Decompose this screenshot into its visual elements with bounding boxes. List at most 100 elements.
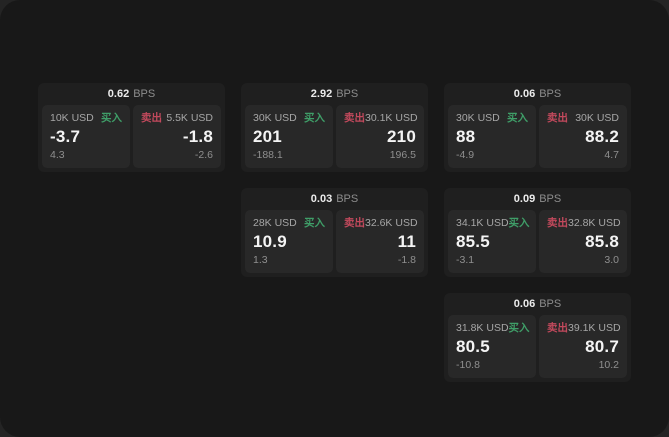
bps-value: 2.92: [310, 88, 333, 100]
quote-card: 0.09 BPS 34.1K USD 买入 85.5 -3.1 卖出 32.8K…: [444, 188, 631, 277]
buy-amount: 31.8K USD: [456, 322, 509, 334]
card-header: 2.92 BPS: [241, 83, 428, 105]
sell-label: 卖出: [141, 112, 162, 124]
sell-delta: 10.2: [598, 359, 619, 371]
quote-card: 0.62 BPS 10K USD 买入 -3.7 4.3 卖出 5.5K USD: [38, 83, 225, 172]
sell-delta: 4.7: [604, 149, 619, 161]
card-body: 28K USD 买入 10.9 1.3 卖出 32.6K USD 11 -1.8: [241, 210, 428, 277]
panel-top-row: 31.8K USD 买入: [456, 322, 530, 335]
card-header: 0.09 BPS: [444, 188, 631, 210]
buy-delta: -10.8: [456, 359, 480, 371]
sell-amount: 32.6K USD: [365, 217, 418, 229]
buy-panel[interactable]: 30K USD 买入 88 -4.9: [448, 105, 536, 168]
panel-top-row: 28K USD 买入: [253, 217, 325, 230]
card-body: 30K USD 买入 201 -188.1 卖出 30.1K USD 210 1…: [241, 105, 428, 172]
quote-card: 0.06 BPS 30K USD 买入 88 -4.9 卖出 30K USD: [444, 83, 631, 172]
sell-amount: 30.1K USD: [365, 112, 418, 124]
buy-panel[interactable]: 10K USD 买入 -3.7 4.3: [42, 105, 130, 168]
quote-card: 0.03 BPS 28K USD 买入 10.9 1.3 卖出 32.6K US…: [241, 188, 428, 277]
buy-delta: 1.3: [253, 254, 268, 266]
buy-price: 80.5: [456, 337, 490, 356]
sell-panel[interactable]: 卖出 32.8K USD 85.8 3.0: [539, 210, 627, 273]
buy-label: 买入: [508, 322, 530, 334]
buy-panel[interactable]: 30K USD 买入 201 -188.1: [245, 105, 333, 168]
buy-panel[interactable]: 31.8K USD 买入 80.5 -10.8: [448, 315, 536, 378]
bps-unit: BPS: [539, 88, 562, 100]
sell-price: 210: [387, 127, 416, 146]
buy-label: 买入: [304, 112, 325, 124]
bps-unit: BPS: [336, 88, 359, 100]
buy-panel[interactable]: 28K USD 买入 10.9 1.3: [245, 210, 333, 273]
sell-amount: 39.1K USD: [568, 322, 621, 334]
bps-unit: BPS: [133, 88, 156, 100]
buy-price: -3.7: [50, 127, 81, 146]
sell-label: 卖出: [547, 112, 568, 124]
bps-unit: BPS: [336, 193, 359, 205]
panel-top-row: 卖出 5.5K USD: [141, 112, 213, 125]
bps-value: 0.06: [513, 298, 536, 310]
panel-top-row: 30K USD 买入: [456, 112, 528, 125]
sell-price: 85.8: [585, 232, 619, 251]
sell-amount: 30K USD: [575, 112, 619, 124]
card-header: 0.03 BPS: [241, 188, 428, 210]
sell-label: 卖出: [547, 217, 568, 229]
buy-panel[interactable]: 34.1K USD 买入 85.5 -3.1: [448, 210, 536, 273]
buy-delta: -188.1: [253, 149, 283, 161]
bps-value: 0.03: [310, 193, 333, 205]
bps-unit: BPS: [539, 193, 562, 205]
panel-top-row: 卖出 32.6K USD: [344, 217, 418, 230]
panel-top-row: 卖出 30K USD: [547, 112, 619, 125]
card-header: 0.62 BPS: [38, 83, 225, 105]
sell-price: 11: [397, 232, 416, 251]
buy-amount: 10K USD: [50, 112, 94, 124]
buy-delta: -3.1: [456, 254, 475, 266]
sell-label: 卖出: [344, 217, 365, 229]
sell-amount: 32.8K USD: [568, 217, 621, 229]
buy-price: 88: [456, 127, 476, 146]
sell-panel[interactable]: 卖出 30.1K USD 210 196.5: [336, 105, 424, 168]
buy-delta: 4.3: [50, 149, 65, 161]
buy-label: 买入: [101, 112, 122, 124]
card-header: 0.06 BPS: [444, 293, 631, 315]
sell-label: 卖出: [344, 112, 365, 124]
sell-panel[interactable]: 卖出 30K USD 88.2 4.7: [539, 105, 627, 168]
card-body: 30K USD 买入 88 -4.9 卖出 30K USD 88.2 4.7: [444, 105, 631, 172]
buy-label: 买入: [507, 112, 528, 124]
bps-unit: BPS: [539, 298, 562, 310]
buy-label: 买入: [508, 217, 530, 229]
panel-top-row: 卖出 32.8K USD: [547, 217, 621, 230]
sell-amount: 5.5K USD: [166, 112, 213, 124]
quote-card: 2.92 BPS 30K USD 买入 201 -188.1 卖出 30.1K …: [241, 83, 428, 172]
sell-price: 88.2: [585, 127, 619, 146]
sell-delta: -2.6: [194, 149, 213, 161]
bps-value: 0.06: [513, 88, 536, 100]
buy-label: 买入: [304, 217, 325, 229]
panel-top-row: 30K USD 买入: [253, 112, 325, 125]
sell-price: 80.7: [585, 337, 619, 356]
buy-price: 201: [253, 127, 282, 146]
buy-amount: 34.1K USD: [456, 217, 509, 229]
buy-amount: 28K USD: [253, 217, 297, 229]
buy-price: 10.9: [253, 232, 287, 251]
buy-delta: -4.9: [456, 149, 475, 161]
quote-card: 0.06 BPS 31.8K USD 买入 80.5 -10.8 卖出 39.1…: [444, 293, 631, 382]
quote-cards-grid: 0.62 BPS 10K USD 买入 -3.7 4.3 卖出 5.5K USD: [38, 83, 631, 382]
sell-price: -1.8: [182, 127, 213, 146]
sell-panel[interactable]: 卖出 32.6K USD 11 -1.8: [336, 210, 424, 273]
sell-delta: 196.5: [389, 149, 416, 161]
sell-delta: 3.0: [604, 254, 619, 266]
buy-price: 85.5: [456, 232, 490, 251]
panel-top-row: 卖出 39.1K USD: [547, 322, 621, 335]
card-body: 10K USD 买入 -3.7 4.3 卖出 5.5K USD -1.8 -2.…: [38, 105, 225, 172]
card-body: 34.1K USD 买入 85.5 -3.1 卖出 32.8K USD 85.8…: [444, 210, 631, 277]
buy-amount: 30K USD: [456, 112, 500, 124]
panel-top-row: 34.1K USD 买入: [456, 217, 530, 230]
bps-value: 0.09: [513, 193, 536, 205]
sell-panel[interactable]: 卖出 5.5K USD -1.8 -2.6: [133, 105, 221, 168]
sell-panel[interactable]: 卖出 39.1K USD 80.7 10.2: [539, 315, 627, 378]
card-header: 0.06 BPS: [444, 83, 631, 105]
sell-label: 卖出: [547, 322, 568, 334]
sell-delta: -1.8: [397, 254, 416, 266]
panel-top-row: 卖出 30.1K USD: [344, 112, 418, 125]
